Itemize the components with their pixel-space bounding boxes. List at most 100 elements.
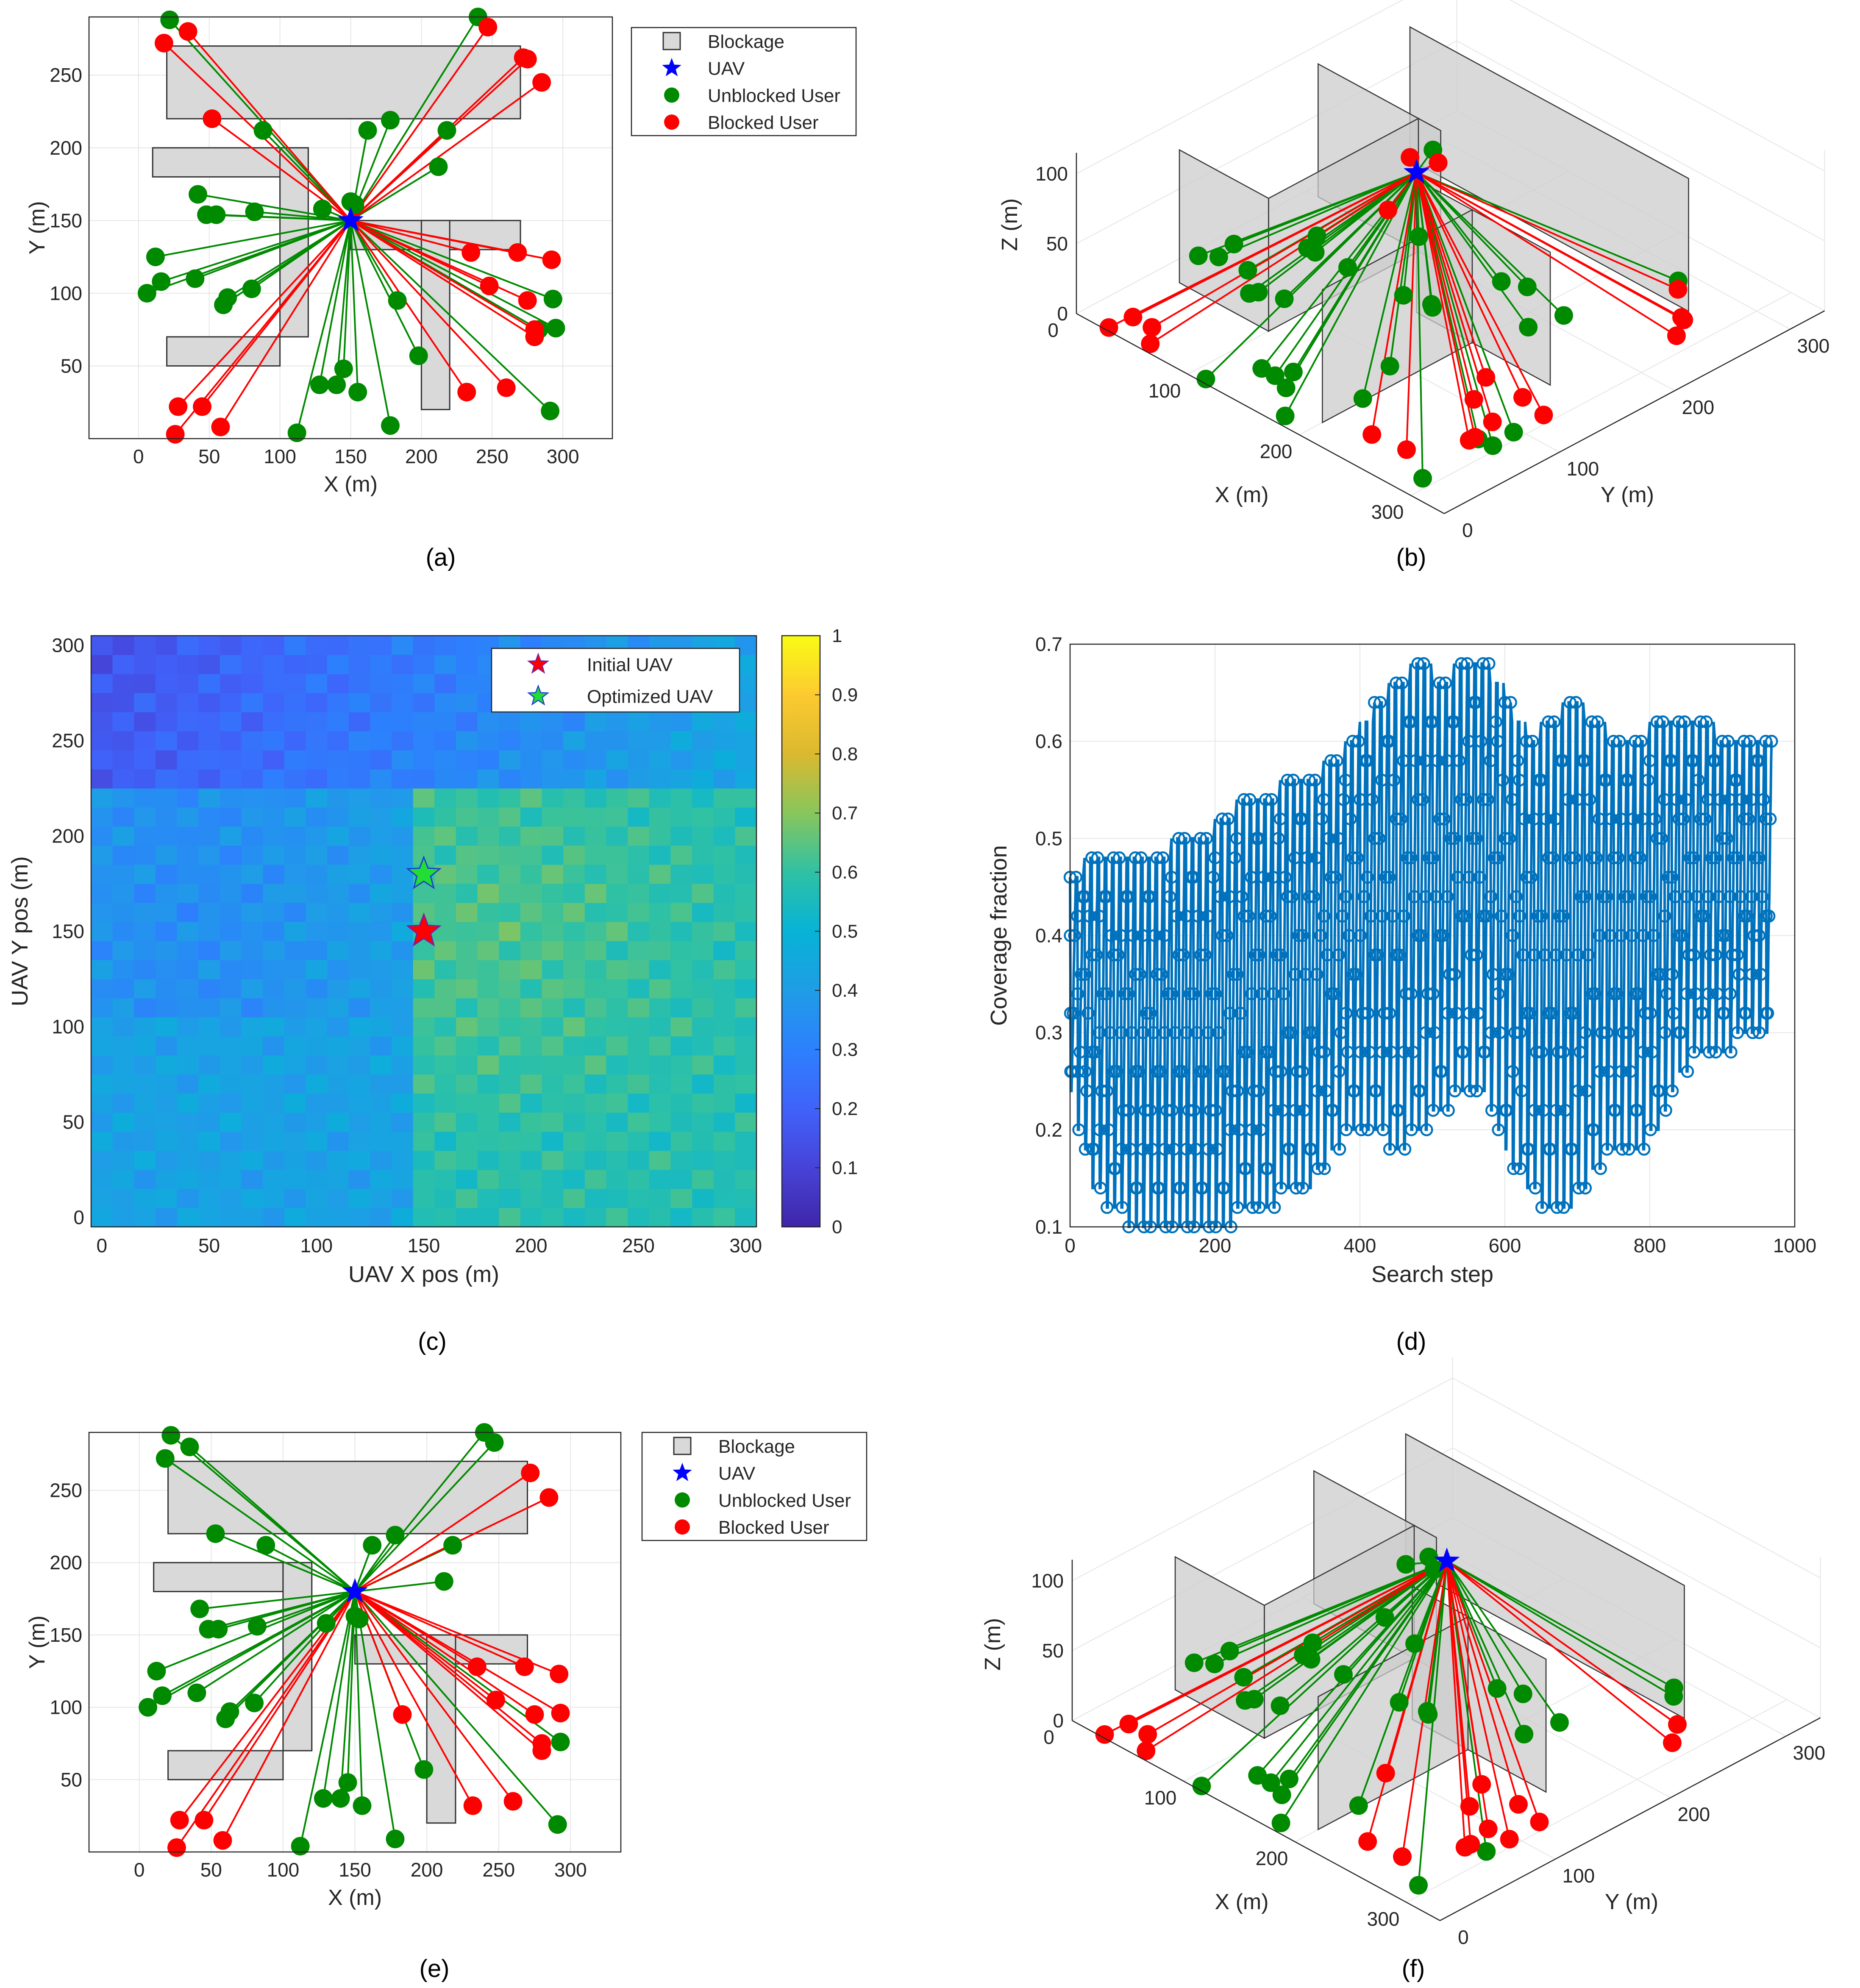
heatmap-cell [584,845,607,865]
wall-grid [1509,0,1825,172]
coverage-marker [1423,851,1436,865]
y-tick-label: 0 [1462,519,1473,541]
heatmap-cell [477,1151,499,1170]
heatmap-cell [606,788,628,808]
blocked-user-marker [1095,1725,1114,1744]
heatmap-cell [177,922,199,941]
heatmap-cell [499,1208,521,1227]
heatmap-cell [327,693,349,712]
unblocked-user-marker [1487,1679,1507,1698]
coverage-marker [1567,1007,1580,1020]
coverage-marker [1290,1182,1303,1195]
heatmap-cell [220,941,242,960]
blocked-user-marker [154,33,173,53]
heatmap-cell [155,941,178,960]
heatmap-cell [520,1017,542,1037]
coverage-marker [1574,1045,1587,1059]
coverage-marker [1535,909,1548,923]
coverage-marker [1376,1045,1389,1059]
x-tick-label: 1000 [1773,1235,1816,1257]
coverage-marker [1300,851,1314,865]
x-tick-label: 250 [622,1235,655,1257]
coverage-marker [1304,1143,1318,1156]
heatmap-cell [112,731,134,751]
heatmap-cell [91,1074,113,1094]
heatmap-cell [628,788,650,808]
coverage-marker [1132,1065,1145,1078]
heatmap-cell [91,1093,113,1113]
heatmap-cell [177,1208,199,1227]
coverage-marker [1511,754,1524,767]
heatmap-cell [112,941,134,960]
coverage-marker [1415,929,1428,942]
coverage-marker [1479,909,1493,923]
heatmap-cell [220,1093,242,1113]
coverage-marker [1378,1007,1391,1020]
heatmap-cell [177,960,199,979]
coverage-marker [1656,715,1670,728]
heatmap-cell [606,769,628,789]
y-axis-label: Y (m) [1605,1890,1658,1914]
heatmap-cell [91,1208,113,1227]
coverage-marker [1431,754,1444,767]
heatmap-cell [628,807,650,827]
coverage-marker [1442,1104,1455,1117]
heatmap-cell [542,998,564,1018]
heatmap-cell [520,1036,542,1056]
coverage-marker [1745,793,1758,806]
heatmap-cell [606,1017,628,1037]
heatmap-cell [263,1017,285,1037]
coverage-marker [1622,1143,1635,1156]
heatmap-cell [220,922,242,941]
blocked-user-marker [166,425,185,444]
heatmap-cell [456,1170,478,1189]
heatmap-cell [241,1055,263,1075]
link-blocked [354,1472,531,1593]
heatmap-cell [91,922,113,941]
coverage-marker [1593,812,1606,826]
coverage-marker [1339,773,1352,787]
y-tick-label: 0.5 [1035,827,1062,849]
coverage-marker [1651,832,1664,845]
coverage-marker [1072,1123,1085,1137]
coverage-marker [1730,773,1743,787]
unblocked-user-marker [1519,318,1538,337]
heatmap-cell [713,922,735,941]
heatmap-cell [735,1208,757,1227]
heatmap-cell [413,1074,435,1094]
heatmap-cell [327,1017,349,1037]
coverage-marker [1647,929,1660,942]
heatmap-cell [649,1112,671,1132]
unblocked-user-marker [1418,1702,1437,1721]
heatmap-cell [284,1017,306,1037]
heatmap-cell [348,712,370,731]
coverage-marker [1474,734,1487,748]
heatmap-cell [670,1208,692,1227]
coverage-marker [1553,909,1566,923]
blocked-user-marker [1137,1741,1156,1760]
heatmap-cell [177,998,199,1018]
heatmap-cell [649,998,671,1018]
unblocked-user-marker [437,121,456,140]
heatmap-cell [91,903,113,922]
unblocked-user-marker [1353,389,1372,408]
x-tick-label: 100 [267,1859,300,1881]
unblocked-user-marker [1349,1796,1368,1815]
coverage-marker [1205,987,1218,1001]
link-blocked [350,220,467,393]
axes-box [88,16,613,439]
heatmap-cell [692,788,714,808]
heatmap-cell [370,674,392,693]
coverage-marker [1254,1123,1268,1137]
heatmap-cell [434,1055,456,1075]
heatmap-cell [198,1112,220,1132]
heatmap-cell [628,1208,650,1227]
link-unblocked [169,19,351,221]
heatmap-cell [606,1036,628,1056]
heatmap-cell [263,1151,285,1170]
heatmap-cell [584,807,607,827]
coverage-marker [1443,968,1456,981]
coverage-marker [1091,851,1104,865]
heatmap-cell [606,1112,628,1132]
coverage-marker [1593,1065,1606,1078]
